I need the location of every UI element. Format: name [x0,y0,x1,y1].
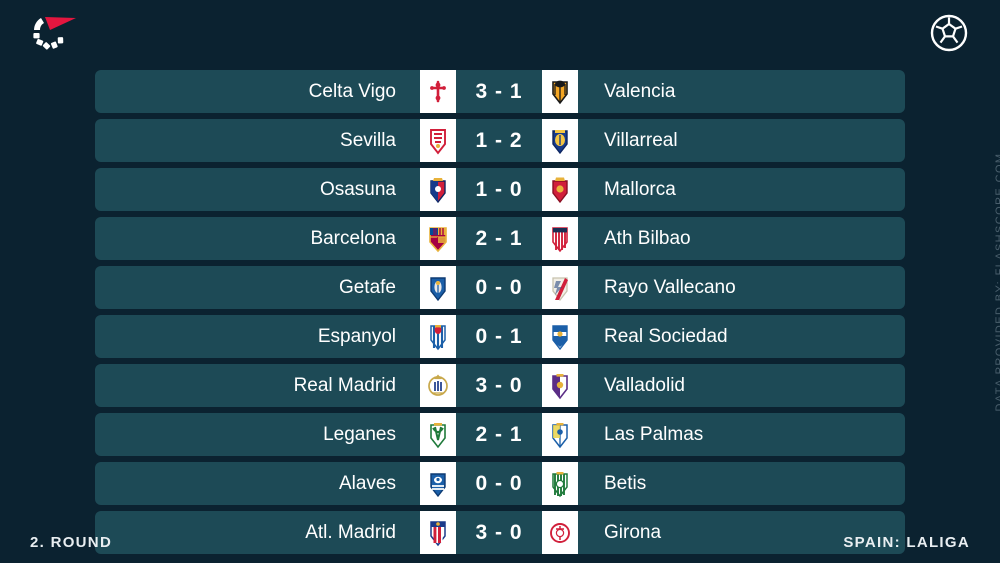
score: 2 - 1 [475,227,523,250]
leganes-crest [420,413,456,456]
table-row[interactable]: Alaves 0 - 0 Betis [95,462,905,505]
home-team-name: Getafe [338,277,396,298]
osasuna-crest [420,168,456,211]
away-team-name: Valladolid [604,375,685,396]
atletico-madrid-crest [420,511,456,554]
villarreal-crest [542,119,578,162]
home-team-name: Barcelona [310,228,396,249]
competition-label: SPAIN: LALIGA [843,534,970,551]
away-team-name: Villarreal [604,130,678,151]
getafe-crest [420,266,456,309]
home-team-name: Osasuna [319,179,396,200]
home-team-name: Espanyol [317,326,396,347]
score: 3 - 0 [475,374,523,397]
away-team-name: Rayo Vallecano [604,277,736,298]
real-sociedad-crest [542,315,578,358]
away-team-name: Girona [604,522,662,543]
table-row[interactable]: Espanyol 0 - 1 Real Sociedad [95,315,905,358]
table-row[interactable]: Atl. Madrid 3 - 0 Girona [95,511,905,554]
header [0,0,1000,62]
score: 0 - 1 [475,325,523,348]
alaves-crest [420,462,456,505]
score: 0 - 0 [475,276,523,299]
table-row[interactable]: Getafe 0 - 0 Rayo Vallecano [95,266,905,309]
girona-crest [542,511,578,554]
score: 2 - 1 [475,423,523,446]
home-team-name: Sevilla [340,130,396,151]
home-team-name: Alaves [338,473,396,494]
table-row[interactable]: Leganes 2 - 1 Las Palmas [95,413,905,456]
score: 3 - 1 [475,80,523,103]
table-row[interactable]: Sevilla 1 - 2 Villarreal [95,119,905,162]
table-row[interactable]: Osasuna 1 - 0 Mallorca [95,168,905,211]
score: 0 - 0 [475,472,523,495]
espanyol-crest [420,315,456,358]
valencia-crest [542,70,578,113]
barcelona-crest [420,217,456,260]
home-team-name: Real Madrid [293,375,396,396]
valladolid-crest [542,364,578,407]
home-team-name: Atl. Madrid [305,522,396,543]
athletic-bilbao-crest [542,217,578,260]
score: 3 - 0 [475,521,523,544]
betis-crest [542,462,578,505]
real-madrid-crest [420,364,456,407]
table-row[interactable]: Real Madrid 3 - 0 Valladolid [95,364,905,407]
home-team-name: Celta Vigo [308,81,396,102]
match-list: Celta Vigo 3 - 1 Valencia Sevilla 1 - 2 … [95,70,905,560]
celta-vigo-crest [420,70,456,113]
table-row[interactable]: Celta Vigo 3 - 1 Valencia [95,70,905,113]
watermark: DATA PROVIDED BY: FLASHSCORE.COM [994,152,1000,411]
table-row[interactable]: Barcelona 2 - 1 Ath Bilbao [95,217,905,260]
away-team-name: Valencia [604,81,676,102]
mallorca-crest [542,168,578,211]
home-team-name: Leganes [323,424,396,445]
rayo-vallecano-crest [542,266,578,309]
score: 1 - 2 [475,129,523,152]
flashscore-logo[interactable] [28,10,84,56]
away-team-name: Mallorca [604,179,676,200]
football-icon [926,10,972,56]
round-label: 2. ROUND [30,534,113,551]
away-team-name: Real Sociedad [604,326,728,347]
away-team-name: Betis [604,473,647,494]
away-team-name: Ath Bilbao [604,228,691,249]
las-palmas-crest [542,413,578,456]
away-team-name: Las Palmas [604,424,704,445]
sevilla-crest [420,119,456,162]
score: 1 - 0 [475,178,523,201]
